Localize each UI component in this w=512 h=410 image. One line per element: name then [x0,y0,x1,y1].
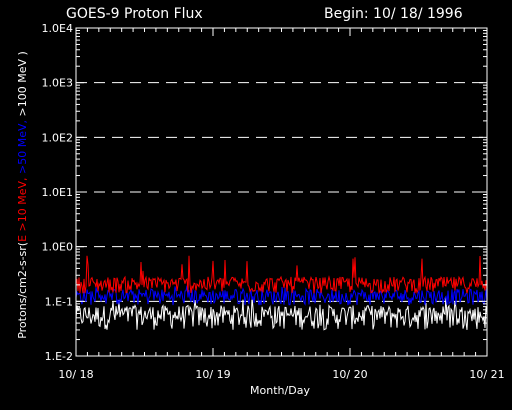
y-tick-label: 1.0E3 [42,77,73,90]
chart-title: GOES-9 Proton Flux [66,6,203,22]
y-tick-label: 1.E-2 [45,350,73,363]
x-axis-label: Month/Day [250,384,310,397]
begin-date-label: Begin: 10/ 18/ 1996 [324,6,463,22]
x-tick-label: 10/ 20 [332,368,367,381]
y-tick-label: 1.E-1 [45,295,73,308]
y-tick-label: 1.0E1 [42,186,73,199]
series-line-e-gt-10mev [75,255,488,295]
y-axis-label-part: >50 MeV, [16,120,29,178]
y-axis-label: Protons/cm2-s-sr(E >10 MeV, >50 MeV, >10… [16,51,29,339]
x-tick-label: 10/ 19 [195,368,230,381]
x-tick-label: 10/ 18 [58,368,93,381]
series-line-gt-100mev [75,296,488,331]
y-tick-label: 1.0E2 [42,131,73,144]
plot-area: 1.E-2 1.E-1 1.0E0 1.0E1 1.0E2 1.0E3 1.0E4 10/ 1… [42,22,505,381]
y-tick-label: 1.0E4 [42,22,73,35]
x-tick-label: 10/ 21 [469,368,504,381]
y-axis-label-part: >100 MeV ) [16,51,29,120]
series-line-gt-50mev [75,285,488,306]
y-tick-label: 1.0E0 [42,241,73,254]
y-axis-label-part: Protons/cm2-s-sr( [16,242,29,339]
y-axis-label-part: E >10 MeV, [16,177,29,241]
